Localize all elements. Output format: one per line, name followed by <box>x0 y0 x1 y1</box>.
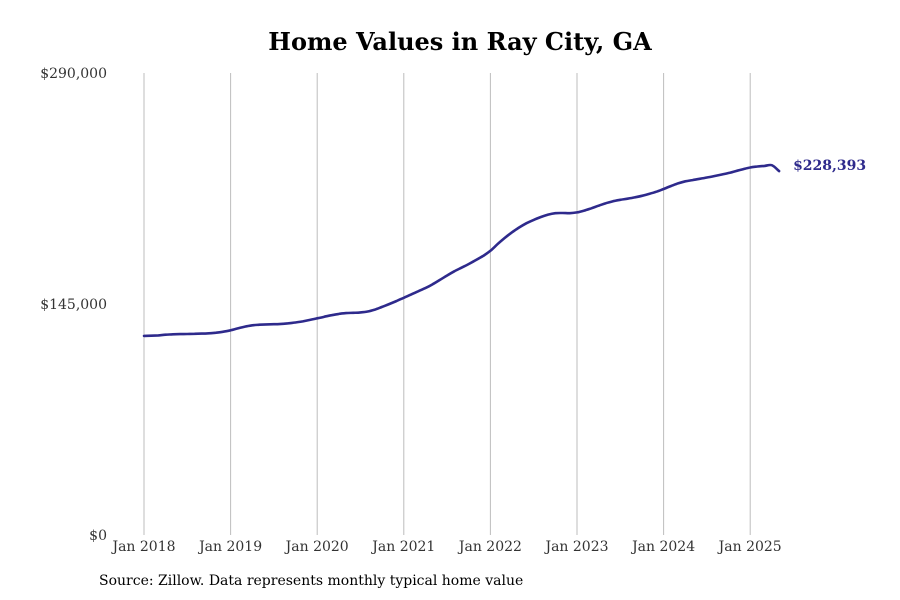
x-tick-label: Jan 2023 <box>543 539 608 555</box>
x-tick-label: Jan 2022 <box>457 539 522 555</box>
y-tick-label: $0 <box>89 528 107 544</box>
x-tick-label: Jan 2025 <box>717 539 782 555</box>
source-note: Source: Zillow. Data represents monthly … <box>99 573 524 589</box>
y-tick-label: $290,000 <box>40 66 107 82</box>
grid-lines <box>143 73 751 535</box>
x-tick-label: Jan 2018 <box>110 539 175 555</box>
y-tick-label: $145,000 <box>40 297 107 313</box>
y-axis: $0 $145,000 $290,000 <box>40 66 107 544</box>
x-tick-label: Jan 2020 <box>284 539 349 555</box>
series-line <box>142 163 781 338</box>
chart-title: Home Values in Ray City, GA <box>268 27 652 56</box>
x-tick-label: Jan 2019 <box>197 539 262 555</box>
x-tick-label: Jan 2021 <box>370 539 435 555</box>
end-value-label: $228,393 <box>793 158 866 174</box>
x-axis: Jan 2018 Jan 2019 Jan 2020 Jan 2021 Jan 2022… <box>110 539 781 555</box>
x-tick-label: Jan 2024 <box>630 539 695 555</box>
